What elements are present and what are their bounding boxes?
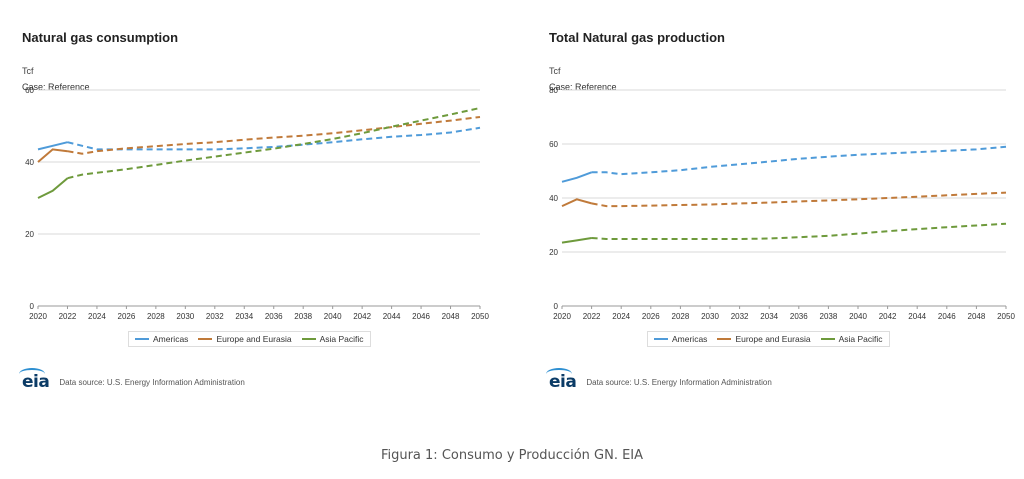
x-tick-label: 2038 <box>820 312 838 321</box>
series-line-projection <box>591 191 1007 208</box>
x-tick-label: 2024 <box>612 312 630 321</box>
data-source: eia Data source: U.S. Energy Information… <box>545 368 772 392</box>
x-tick-label: 2036 <box>790 312 808 321</box>
legend-swatch <box>301 338 316 340</box>
x-tick-label: 2032 <box>731 312 749 321</box>
source-text: Data source: U.S. Energy Information Adm… <box>586 377 772 387</box>
y-tick-label: 20 <box>25 230 34 239</box>
x-tick-label: 2046 <box>412 312 430 321</box>
x-tick-label: 2048 <box>968 312 986 321</box>
series-line-historical <box>37 177 69 199</box>
legend-item: Asia Pacific <box>820 334 883 344</box>
x-tick-label: 2030 <box>701 312 719 321</box>
y-tick-label: 0 <box>554 302 559 311</box>
legend-label: Americas <box>672 334 708 344</box>
x-tick-label: 2046 <box>938 312 956 321</box>
y-tick-label: 40 <box>549 194 558 203</box>
x-tick-label: 2022 <box>583 312 601 321</box>
x-tick-label: 2048 <box>442 312 460 321</box>
legend-label: Europe and Eurasia <box>735 334 811 344</box>
legend-label: Europe and Eurasia <box>216 334 292 344</box>
case-label: Case: Reference <box>22 82 90 92</box>
y-tick-label: 60 <box>549 140 558 149</box>
x-tick-label: 2020 <box>553 312 571 321</box>
series-line-projection <box>67 126 481 151</box>
chart-legend: Americas Europe and Eurasia Asia Pacific <box>128 331 371 347</box>
data-source: eia Data source: U.S. Energy Information… <box>18 368 245 392</box>
legend-label: Americas <box>153 334 189 344</box>
x-tick-label: 2040 <box>324 312 342 321</box>
y-tick-label: 20 <box>549 248 558 257</box>
figure-caption: Figura 1: Consumo y Producción GN. EIA <box>380 448 644 463</box>
series-line-historical <box>561 171 592 183</box>
legend-item: Europe and Eurasia <box>717 334 811 344</box>
legend-swatch <box>820 338 835 340</box>
legend-item: Asia Pacific <box>301 334 364 344</box>
x-tick-label: 2042 <box>353 312 371 321</box>
x-tick-label: 2024 <box>88 312 106 321</box>
eia-logo: eia <box>545 368 577 392</box>
legend-swatch <box>717 338 732 340</box>
y-tick-label: 0 <box>30 302 35 311</box>
legend-label: Asia Pacific <box>838 334 883 344</box>
x-tick-label: 2028 <box>147 312 165 321</box>
x-tick-label: 2034 <box>760 312 778 321</box>
series-line-historical <box>561 198 592 208</box>
legend-label: Asia Pacific <box>319 334 364 344</box>
series-line-projection <box>591 145 1007 176</box>
chart-title: Total Natural gas production <box>549 30 725 45</box>
x-tick-label: 2026 <box>642 312 660 321</box>
x-tick-label: 2028 <box>672 312 690 321</box>
y-tick-label: 60 <box>25 86 34 95</box>
y-unit-label: Tcf <box>22 66 34 76</box>
chart-title: Natural gas consumption <box>22 30 179 45</box>
series-line-projection <box>67 107 481 180</box>
x-tick-label: 2044 <box>908 312 926 321</box>
x-tick-label: 2020 <box>29 312 47 321</box>
x-tick-label: 2050 <box>471 312 489 321</box>
chart-legend: Americas Europe and Eurasia Asia Pacific <box>647 331 890 347</box>
y-unit-label: Tcf <box>549 66 561 76</box>
legend-item: Europe and Eurasia <box>198 334 292 344</box>
y-tick-label: 80 <box>549 86 558 95</box>
x-tick-label: 2040 <box>849 312 867 321</box>
consumption-chart-panel: Natural gas consumption Tcf Case: Refere… <box>8 0 508 410</box>
series-line-projection <box>591 222 1007 240</box>
x-tick-label: 2032 <box>206 312 224 321</box>
x-tick-label: 2034 <box>235 312 253 321</box>
x-tick-label: 2022 <box>59 312 77 321</box>
x-tick-label: 2036 <box>265 312 283 321</box>
x-tick-label: 2038 <box>294 312 312 321</box>
series-line-projection <box>67 116 481 155</box>
series-line-historical <box>37 148 68 163</box>
source-text: Data source: U.S. Energy Information Adm… <box>59 377 245 387</box>
production-chart-panel: Total Natural gas production Tcf Case: R… <box>535 0 1024 410</box>
legend-item: Americas <box>135 334 188 344</box>
series-line-historical <box>37 141 68 151</box>
y-tick-label: 40 <box>25 158 34 167</box>
x-tick-label: 2044 <box>383 312 401 321</box>
series-line-historical <box>561 237 592 244</box>
case-label: Case: Reference <box>549 82 617 92</box>
eia-logo: eia <box>18 368 50 392</box>
legend-swatch <box>654 338 668 340</box>
x-tick-label: 2030 <box>176 312 194 321</box>
x-tick-label: 2050 <box>997 312 1015 321</box>
legend-item: Americas <box>654 334 707 344</box>
legend-swatch <box>198 338 213 340</box>
legend-swatch <box>135 338 149 340</box>
x-tick-label: 2026 <box>118 312 136 321</box>
x-tick-label: 2042 <box>879 312 897 321</box>
